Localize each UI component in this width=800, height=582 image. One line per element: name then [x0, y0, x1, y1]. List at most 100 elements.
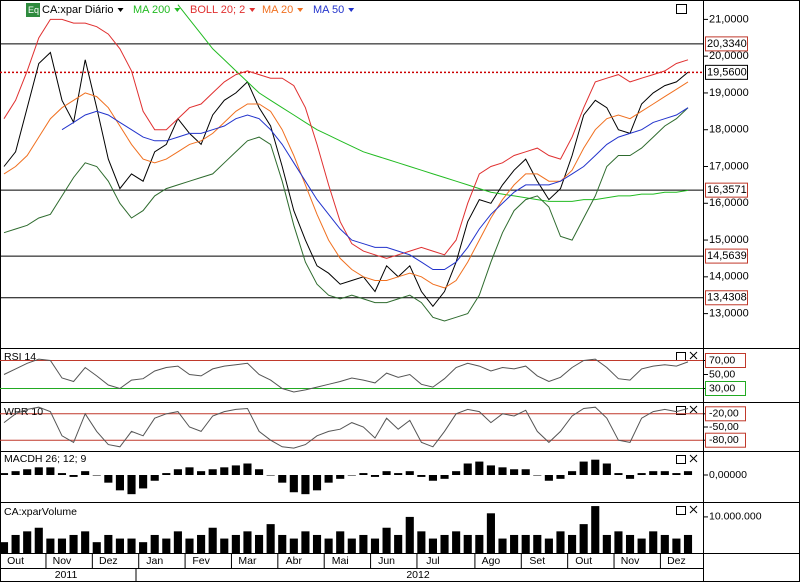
bar — [324, 538, 333, 553]
bar — [382, 527, 391, 553]
bar — [672, 538, 681, 553]
bar — [104, 475, 113, 483]
bar — [46, 538, 55, 553]
bar — [185, 467, 194, 475]
bar — [625, 534, 635, 553]
bar — [510, 534, 519, 553]
bar — [359, 473, 368, 475]
legend-entry: BOLL 20; 2 — [190, 4, 245, 16]
bar — [69, 475, 78, 477]
bar — [150, 534, 159, 553]
legend-dropdown — [348, 8, 355, 12]
bar — [463, 534, 472, 553]
bar — [660, 471, 669, 475]
bar — [440, 534, 449, 553]
y-tick-label: -20,00 — [709, 408, 739, 420]
bar — [11, 471, 20, 475]
level-label: 20,3340 — [707, 38, 747, 50]
bar — [428, 538, 438, 553]
level-label: 16,3571 — [707, 184, 747, 196]
legend-dropdown — [297, 8, 304, 12]
x-tick-label: Jun — [378, 555, 395, 567]
bar — [57, 473, 67, 475]
y-tick-label: 50,00 — [709, 368, 735, 380]
x-tick-label: Fev — [192, 555, 210, 567]
series-line — [3, 51, 689, 308]
eq-icon[interactable]: Eq — [26, 3, 40, 17]
bar — [533, 475, 542, 476]
y-tick-box — [705, 406, 746, 422]
x-tick-label: Out — [575, 555, 592, 567]
legend-entry: CA:xpar Diário — [42, 4, 114, 16]
bar — [370, 538, 380, 553]
bar — [336, 475, 345, 479]
bar — [81, 531, 90, 553]
bar — [544, 538, 553, 553]
bar — [266, 524, 275, 553]
y-tick-label: 10.000.000 — [709, 511, 762, 523]
level-label: 14,5639 — [707, 250, 747, 262]
year-label: 2011 — [55, 569, 78, 581]
bar — [324, 475, 333, 483]
bar — [0, 473, 9, 475]
bar — [289, 538, 298, 553]
y-tick-label: 30,00 — [709, 382, 735, 394]
bar — [428, 475, 438, 481]
bar — [243, 463, 252, 475]
bar — [254, 534, 264, 553]
bar — [336, 531, 345, 553]
series-line — [61, 107, 689, 270]
y-tick-label: 19,0000 — [709, 87, 749, 99]
level-box — [705, 248, 748, 264]
x-tick-label: Ago — [482, 555, 501, 567]
legend-entry: MA 200 — [133, 4, 170, 16]
y-tick-label: 13,0000 — [709, 308, 749, 320]
bar — [92, 542, 101, 553]
series-line — [3, 18, 689, 259]
bar — [405, 471, 414, 475]
bar — [0, 542, 9, 553]
bar — [521, 469, 530, 475]
series-line — [177, 4, 689, 202]
bar — [69, 534, 78, 553]
bar — [614, 473, 623, 475]
y-tick-label: 15,0000 — [709, 234, 749, 246]
bar — [579, 461, 588, 475]
year-label: 2012 — [406, 569, 430, 581]
bar — [463, 463, 472, 475]
bar — [498, 538, 507, 553]
level-box — [705, 182, 748, 198]
bar — [649, 531, 658, 553]
bar — [278, 534, 287, 553]
bar — [197, 471, 206, 475]
bar — [312, 475, 322, 491]
bar — [347, 538, 356, 553]
bar — [602, 463, 611, 475]
bar — [301, 531, 310, 553]
y-tick-box — [705, 381, 746, 396]
level-label: 19,5600 — [707, 66, 747, 78]
bar — [683, 471, 693, 475]
bar — [208, 469, 217, 475]
bar — [498, 467, 507, 475]
bar — [104, 534, 113, 553]
bar — [394, 534, 403, 553]
bar — [115, 538, 124, 553]
bar — [568, 471, 577, 475]
bar — [475, 461, 484, 475]
x-tick-label: Nov — [53, 555, 72, 567]
bar — [486, 465, 495, 475]
legend-entry: MA 50 — [313, 4, 344, 16]
bar — [185, 538, 194, 553]
bar — [637, 473, 646, 475]
bar — [382, 471, 391, 475]
bar — [521, 534, 530, 553]
svg-text:Eq: Eq — [28, 5, 39, 15]
bar — [173, 531, 182, 553]
x-tick-label: Set — [529, 555, 545, 567]
x-tick-label: Jul — [426, 555, 439, 567]
indicator-line — [3, 406, 689, 449]
y-tick-label: 0,00000 — [709, 469, 747, 481]
x-tick-label: Dez — [667, 555, 686, 567]
